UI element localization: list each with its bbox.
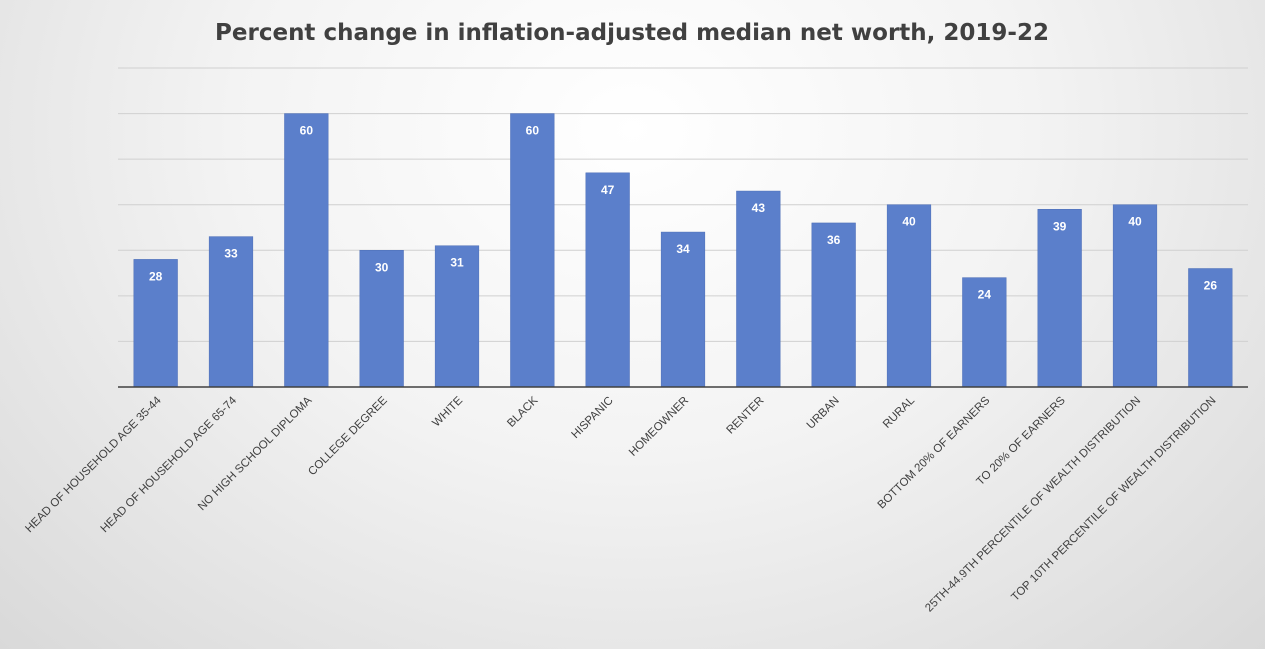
data-label: 28 [149,269,163,283]
bar [284,113,329,388]
data-label: 36 [827,233,841,247]
data-label: 24 [978,288,992,302]
bars [133,113,1233,388]
x-tick-label: HISPANIC [569,395,615,441]
x-tick-label: HOMEOWNER [627,395,691,459]
chart-title: Percent change in inflation-adjusted med… [215,20,1049,46]
data-label: 40 [902,215,916,229]
bar [962,277,1007,388]
data-label: 60 [300,124,314,138]
x-tick-label: HEAD OF HOUSEHOLD AGE 65-74 [99,394,240,535]
bar [886,204,932,388]
bar [1112,204,1158,388]
x-tick-label: WHITE [430,394,465,429]
x-tick-label: URBAN [805,395,842,432]
bar [1037,209,1082,388]
x-tick-label: COLLEGE DEGREE [306,394,390,478]
data-label: 40 [1128,215,1142,229]
bar [811,222,856,388]
bar [359,250,404,388]
bar [585,172,630,388]
x-tick-label: BLACK [505,394,540,429]
x-tick-label: RENTER [725,395,767,437]
data-label: 39 [1053,219,1067,233]
data-label: 34 [676,242,690,256]
data-label: 43 [752,201,766,215]
bar [736,190,781,388]
data-label: 33 [224,247,238,261]
x-tick-label: RURAL [881,394,917,430]
x-tick-label: HEAD OF HOUSEHOLD AGE 35-44 [23,394,164,535]
bar [660,231,706,388]
data-labels: 28 33 60 30 31 60 47 34 43 36 40 24 39 40 26 [149,124,1217,302]
data-label: 26 [1204,279,1218,293]
data-label: 47 [601,183,615,197]
bar [434,245,480,388]
data-label: 30 [375,260,389,274]
bar [208,236,254,388]
data-label: 31 [450,256,464,270]
bar [1188,268,1233,388]
bar [510,113,555,388]
data-label: 60 [526,124,540,138]
